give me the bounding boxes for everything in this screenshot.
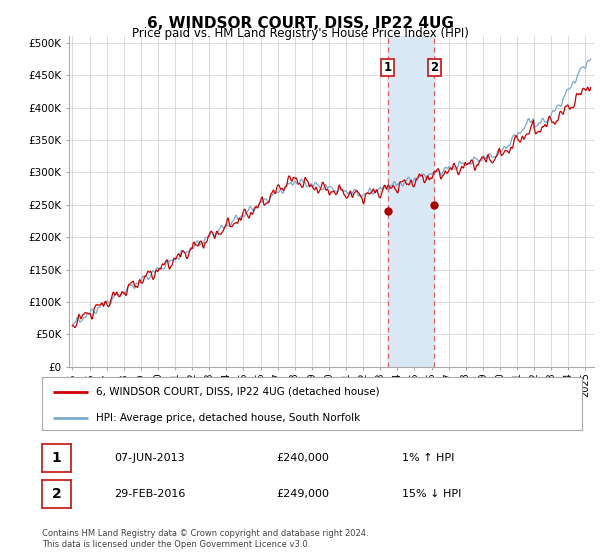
Text: 1: 1	[52, 451, 61, 465]
Text: HPI: Average price, detached house, South Norfolk: HPI: Average price, detached house, Sout…	[96, 413, 360, 423]
Text: 2: 2	[52, 487, 61, 501]
Text: 29-FEB-2016: 29-FEB-2016	[114, 489, 185, 499]
Text: Price paid vs. HM Land Registry's House Price Index (HPI): Price paid vs. HM Land Registry's House …	[131, 27, 469, 40]
Text: 1: 1	[383, 61, 392, 74]
Text: 15% ↓ HPI: 15% ↓ HPI	[402, 489, 461, 499]
Text: 6, WINDSOR COURT, DISS, IP22 4UG (detached house): 6, WINDSOR COURT, DISS, IP22 4UG (detach…	[96, 387, 380, 397]
Text: 6, WINDSOR COURT, DISS, IP22 4UG: 6, WINDSOR COURT, DISS, IP22 4UG	[146, 16, 454, 31]
Text: £240,000: £240,000	[276, 453, 329, 463]
Bar	[388, 36, 434, 367]
Text: 2: 2	[430, 61, 439, 74]
Text: £249,000: £249,000	[276, 489, 329, 499]
Text: 07-JUN-2013: 07-JUN-2013	[114, 453, 185, 463]
Text: Contains HM Land Registry data © Crown copyright and database right 2024.
This d: Contains HM Land Registry data © Crown c…	[42, 529, 368, 549]
Text: 1% ↑ HPI: 1% ↑ HPI	[402, 453, 454, 463]
